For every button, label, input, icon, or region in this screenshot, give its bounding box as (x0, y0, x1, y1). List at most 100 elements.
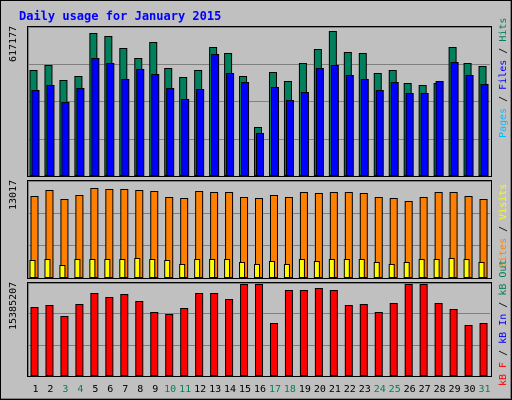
x-tick-label: 17 (269, 384, 281, 395)
kbytes-bar (314, 288, 323, 376)
sites-side-label-part: Sites (498, 238, 509, 268)
files-bar (360, 79, 369, 176)
kbytes-bar (299, 290, 308, 376)
kbytes-side-label-part: kB Out (498, 260, 509, 296)
files-bar (31, 90, 40, 176)
files-bar (435, 81, 444, 176)
hits-side-label: Pages / Files / Hits (498, 18, 509, 138)
x-tick-label: 22 (344, 384, 356, 395)
kbytes-bar (269, 323, 278, 376)
kbytes-bar (210, 293, 219, 376)
x-tick-label: 10 (164, 384, 176, 395)
files-bar (211, 54, 220, 176)
visits-bar (433, 259, 440, 278)
kbytes-bar (195, 293, 204, 376)
chart-title: Daily usage for January 2015 (19, 9, 221, 23)
x-tick-label: 26 (404, 384, 416, 395)
x-tick-label: 13 (209, 384, 221, 395)
kbytes-bar (389, 303, 398, 376)
files-bar (330, 65, 339, 176)
x-tick-label: 31 (478, 384, 490, 395)
kbytes-bar (75, 304, 84, 376)
kbytes-side-label-part: kB F (498, 362, 509, 386)
visits-bar (119, 259, 126, 278)
kbytes-bar (225, 299, 234, 376)
files-bar (345, 75, 354, 176)
kbytes-bar (240, 284, 249, 376)
files-bar (450, 62, 459, 176)
x-tick-label: 14 (224, 384, 236, 395)
x-tick-label: 1 (32, 384, 38, 395)
visits-bar (478, 262, 485, 278)
files-bar (166, 88, 175, 176)
sites-ymax-label: 13017 (8, 180, 19, 210)
visits-bar (254, 264, 261, 278)
visits-bar (239, 262, 246, 278)
x-tick-label: 7 (122, 384, 128, 395)
kbytes-bar (464, 325, 473, 376)
visits-bar (403, 262, 410, 278)
x-tick-label: 8 (137, 384, 143, 395)
files-bar (151, 74, 160, 176)
hits-side-label-part: / (498, 42, 509, 60)
visits-bar (283, 264, 290, 278)
visits-bar (268, 261, 275, 278)
x-tick-label: 5 (92, 384, 98, 395)
files-bar (226, 73, 235, 176)
visits-bar (418, 259, 425, 278)
kbytes-bar (165, 314, 174, 376)
x-tick-label: 9 (152, 384, 158, 395)
hits-side-label-part: Pages (498, 108, 509, 138)
kbytes-bar (180, 308, 189, 376)
kbytes-bar (359, 304, 368, 376)
files-bar (420, 93, 429, 176)
visits-bar (149, 259, 156, 278)
visits-bar (388, 264, 395, 278)
kbytes-bar (329, 290, 338, 376)
kbytes-bar (449, 309, 458, 376)
x-tick-label: 3 (62, 384, 68, 395)
files-bar (465, 75, 474, 176)
files-bar (285, 100, 294, 176)
sites-side-label: Sites / Visits (498, 184, 509, 268)
files-bar (241, 82, 250, 176)
x-tick-label: 12 (194, 384, 206, 395)
visits-bar (134, 258, 141, 278)
files-bar (315, 68, 324, 176)
kbytes-bar (150, 312, 159, 376)
kbytes-bar (120, 294, 129, 376)
visits-bar (209, 259, 216, 278)
files-bar (121, 79, 130, 176)
kbytes-bar (344, 305, 353, 376)
visits-bar (448, 258, 455, 278)
hits-ymax-label: 617177 (8, 26, 19, 62)
visits-bar (298, 259, 305, 278)
kbytes-side-label-part: kB In (498, 314, 509, 344)
x-tick-label: 21 (329, 384, 341, 395)
sites-side-label-part: / (498, 220, 509, 238)
visits-bar (89, 259, 96, 278)
kbytes-bar (255, 284, 264, 376)
files-bar (181, 99, 190, 176)
files-bar (390, 82, 399, 176)
x-tick-label: 27 (419, 384, 431, 395)
x-tick-label: 11 (179, 384, 191, 395)
files-bar (270, 87, 279, 176)
x-tick-label: 15 (239, 384, 251, 395)
kbytes-bar (434, 303, 443, 376)
x-tick-label: 6 (107, 384, 113, 395)
visits-bar (59, 265, 66, 278)
files-bar (256, 133, 265, 176)
x-tick-label: 19 (299, 384, 311, 395)
files-bar (76, 88, 85, 176)
files-bar (300, 92, 309, 176)
hits-side-label-part: Hits (498, 18, 509, 42)
kbytes-bar (105, 297, 114, 376)
kbytes-bar (479, 323, 488, 376)
visits-bar (328, 259, 335, 278)
kbytes-bar (419, 284, 428, 376)
files-bar (480, 84, 489, 176)
visits-bar (313, 261, 320, 278)
